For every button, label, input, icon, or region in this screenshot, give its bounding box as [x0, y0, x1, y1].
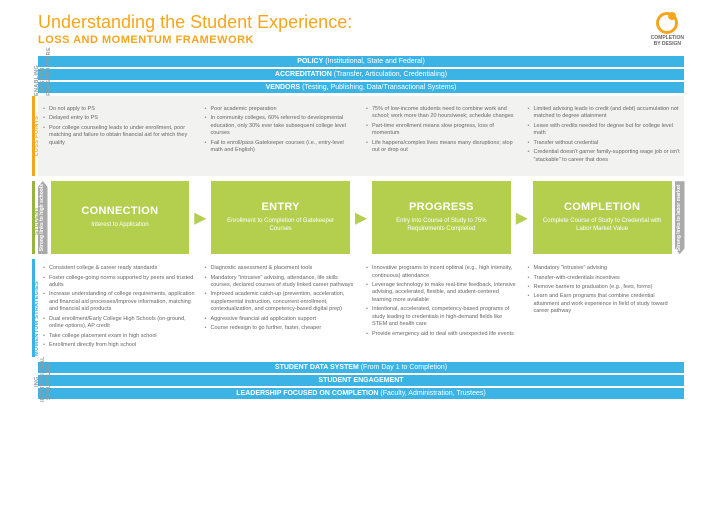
momentum-item: Enrollment directly from high school [42, 342, 196, 349]
logo: COMPLETIONBY DESIGN [651, 12, 684, 47]
stage-entry: ENTRY Enrollment to Completion of Gatekee… [211, 181, 350, 254]
cap-left: Strong links to high schools [38, 181, 48, 254]
stage-desc: Complete Course of Study to Credential w… [539, 218, 666, 234]
stage-desc: Entry into Course of Study to 75% Requir… [378, 218, 505, 234]
arrow-icon: ▸ [353, 181, 369, 254]
momentum-item: Provide emergency aid to deal with unexp… [365, 331, 519, 338]
loss-item: Poor academic preparation [204, 106, 358, 113]
momentum-item: Mandatory "intrusive" advising, attendan… [204, 275, 358, 290]
stage-title: CONNECTION [81, 205, 158, 217]
loss-item: 75% of low-income students need to combi… [365, 106, 519, 121]
loss-item: Transfer without credential [527, 140, 681, 147]
momentum-item: Transfer-with-credentials incentives [527, 275, 681, 282]
institutional-section: ING INSTITUTIONAL STRUCTURE STUDENT DATA… [38, 362, 684, 399]
loss-column: 75% of low-income students need to combi… [365, 106, 519, 166]
loss-item: Do not apply to PS [42, 106, 196, 113]
loss-item: Life happens/complex lives means many di… [365, 140, 519, 155]
momentum-column: Diagnostic assessment & placement tools M… [204, 265, 358, 351]
loss-column: Limited advising leads to credit (and de… [527, 106, 681, 166]
loss-item: Part-time enrollment means slow progress… [365, 123, 519, 138]
loss-column: Poor academic preparation In community co… [204, 106, 358, 166]
loss-item: Leave with credits needed for degree but… [527, 123, 681, 138]
momentum-column: Consistent college & career ready standa… [42, 265, 196, 351]
momentum-column: Mandatory "intrusive" advising Transfer-w… [527, 265, 681, 351]
loss-item: Poor college counseling leads to under e… [42, 125, 196, 147]
loss-item: In community colleges, 60% referred to d… [204, 115, 358, 137]
loss-column: Do not apply to PS Delayed entry to PS Poo… [42, 106, 196, 166]
page-title: Understanding the Student Experience: [38, 12, 684, 33]
policy-bar: VENDORS (Testing, Publishing, Data/Trans… [38, 82, 684, 93]
momentum-item: Intentional, accelerated, competency-bas… [365, 306, 519, 328]
logo-text: COMPLETIONBY DESIGN [651, 36, 684, 47]
momentum-item: Take college placement exam in high scho… [42, 333, 196, 340]
momentum-column: Innovative programs to incent optimal (e… [365, 265, 519, 351]
momentum-item: Diagnostic assessment & placement tools [204, 265, 358, 272]
stage-desc: Interest to Application [91, 222, 148, 230]
bottom-bar: STUDENT DATA SYSTEM (From Day 1 to Compl… [38, 362, 684, 373]
loss-item: Delayed entry to PS [42, 115, 196, 122]
bottom-bar: LEADERSHIP FOCUSED ON COMPLETION (Facult… [38, 388, 684, 399]
momentum-item: Mandatory "intrusive" advising [527, 265, 681, 272]
label-loss: LOSS POINTS [34, 106, 40, 166]
logo-icon [656, 12, 678, 34]
momentum-item: Foster college-going norms supported by … [42, 275, 196, 290]
momentum-item: Increase understanding of college requir… [42, 291, 196, 313]
stage-progress: PROGRESS Entry into Course of Study to 75… [372, 181, 511, 254]
arrow-icon: ▸ [514, 181, 530, 254]
momentum-item: Course redesign to go further, faster, c… [204, 325, 358, 332]
loss-item: Fail to enroll/pass Gatekeeper courses (… [204, 140, 358, 155]
stage-desc: Enrollment to Completion of Gatekeeper C… [217, 218, 344, 234]
loss-item: Limited advising leads to credit (and de… [527, 106, 681, 121]
momentum-item: Improved academic catch-up (prevention, … [204, 291, 358, 313]
momentum-item: Leverage technology to make real-time fe… [365, 282, 519, 304]
momentum-item: Innovative programs to incent optimal (e… [365, 265, 519, 280]
bottom-bar: STUDENT ENGAGEMENT [38, 375, 684, 386]
enabling-section: ENABLING SYSTEM INFRASTRUCTURE POLICY (I… [38, 56, 684, 93]
page: COMPLETIONBY DESIGN Understanding the St… [0, 0, 702, 399]
stage-title: COMPLETION [564, 201, 640, 213]
progression-section: STUDENT PROGRESSION Strong links to high… [38, 181, 684, 254]
momentum-item: Learn and Earn programs that combine cre… [527, 293, 681, 315]
stage-connection: CONNECTION Interest to Application [51, 181, 190, 254]
momentum-section: MOMENTUM STRATEGIES Consistent college &… [38, 259, 684, 357]
loss-item: Credential doesn't garner family-support… [527, 149, 681, 164]
loss-section: LOSS POINTS Do not apply to PSDelayed en… [38, 96, 684, 176]
policy-bar: POLICY (Institutional, State and Federal… [38, 56, 684, 67]
label-institutional: ING INSTITUTIONAL STRUCTURE [34, 362, 52, 402]
stage-completion: COMPLETION Complete Course of Study to Cr… [533, 181, 672, 254]
momentum-item: Remove barriers to graduation (e.g., fee… [527, 284, 681, 291]
momentum-item: Dual enrollment/Early College High Schoo… [42, 316, 196, 331]
label-momentum: MOMENTUM STRATEGIES [34, 274, 40, 364]
momentum-item: Consistent college & career ready standa… [42, 265, 196, 272]
stage-title: ENTRY [261, 201, 299, 213]
stage-title: PROGRESS [409, 201, 474, 213]
page-subtitle: LOSS AND MOMENTUM FRAMEWORK [38, 34, 684, 46]
policy-bar: ACCREDITATION (Transfer, Articulation, C… [38, 69, 684, 80]
arrow-icon: ▸ [192, 181, 208, 254]
cap-right: Strong links to labor market [675, 181, 685, 254]
momentum-item: Aggressive financial aid application sup… [204, 316, 358, 323]
